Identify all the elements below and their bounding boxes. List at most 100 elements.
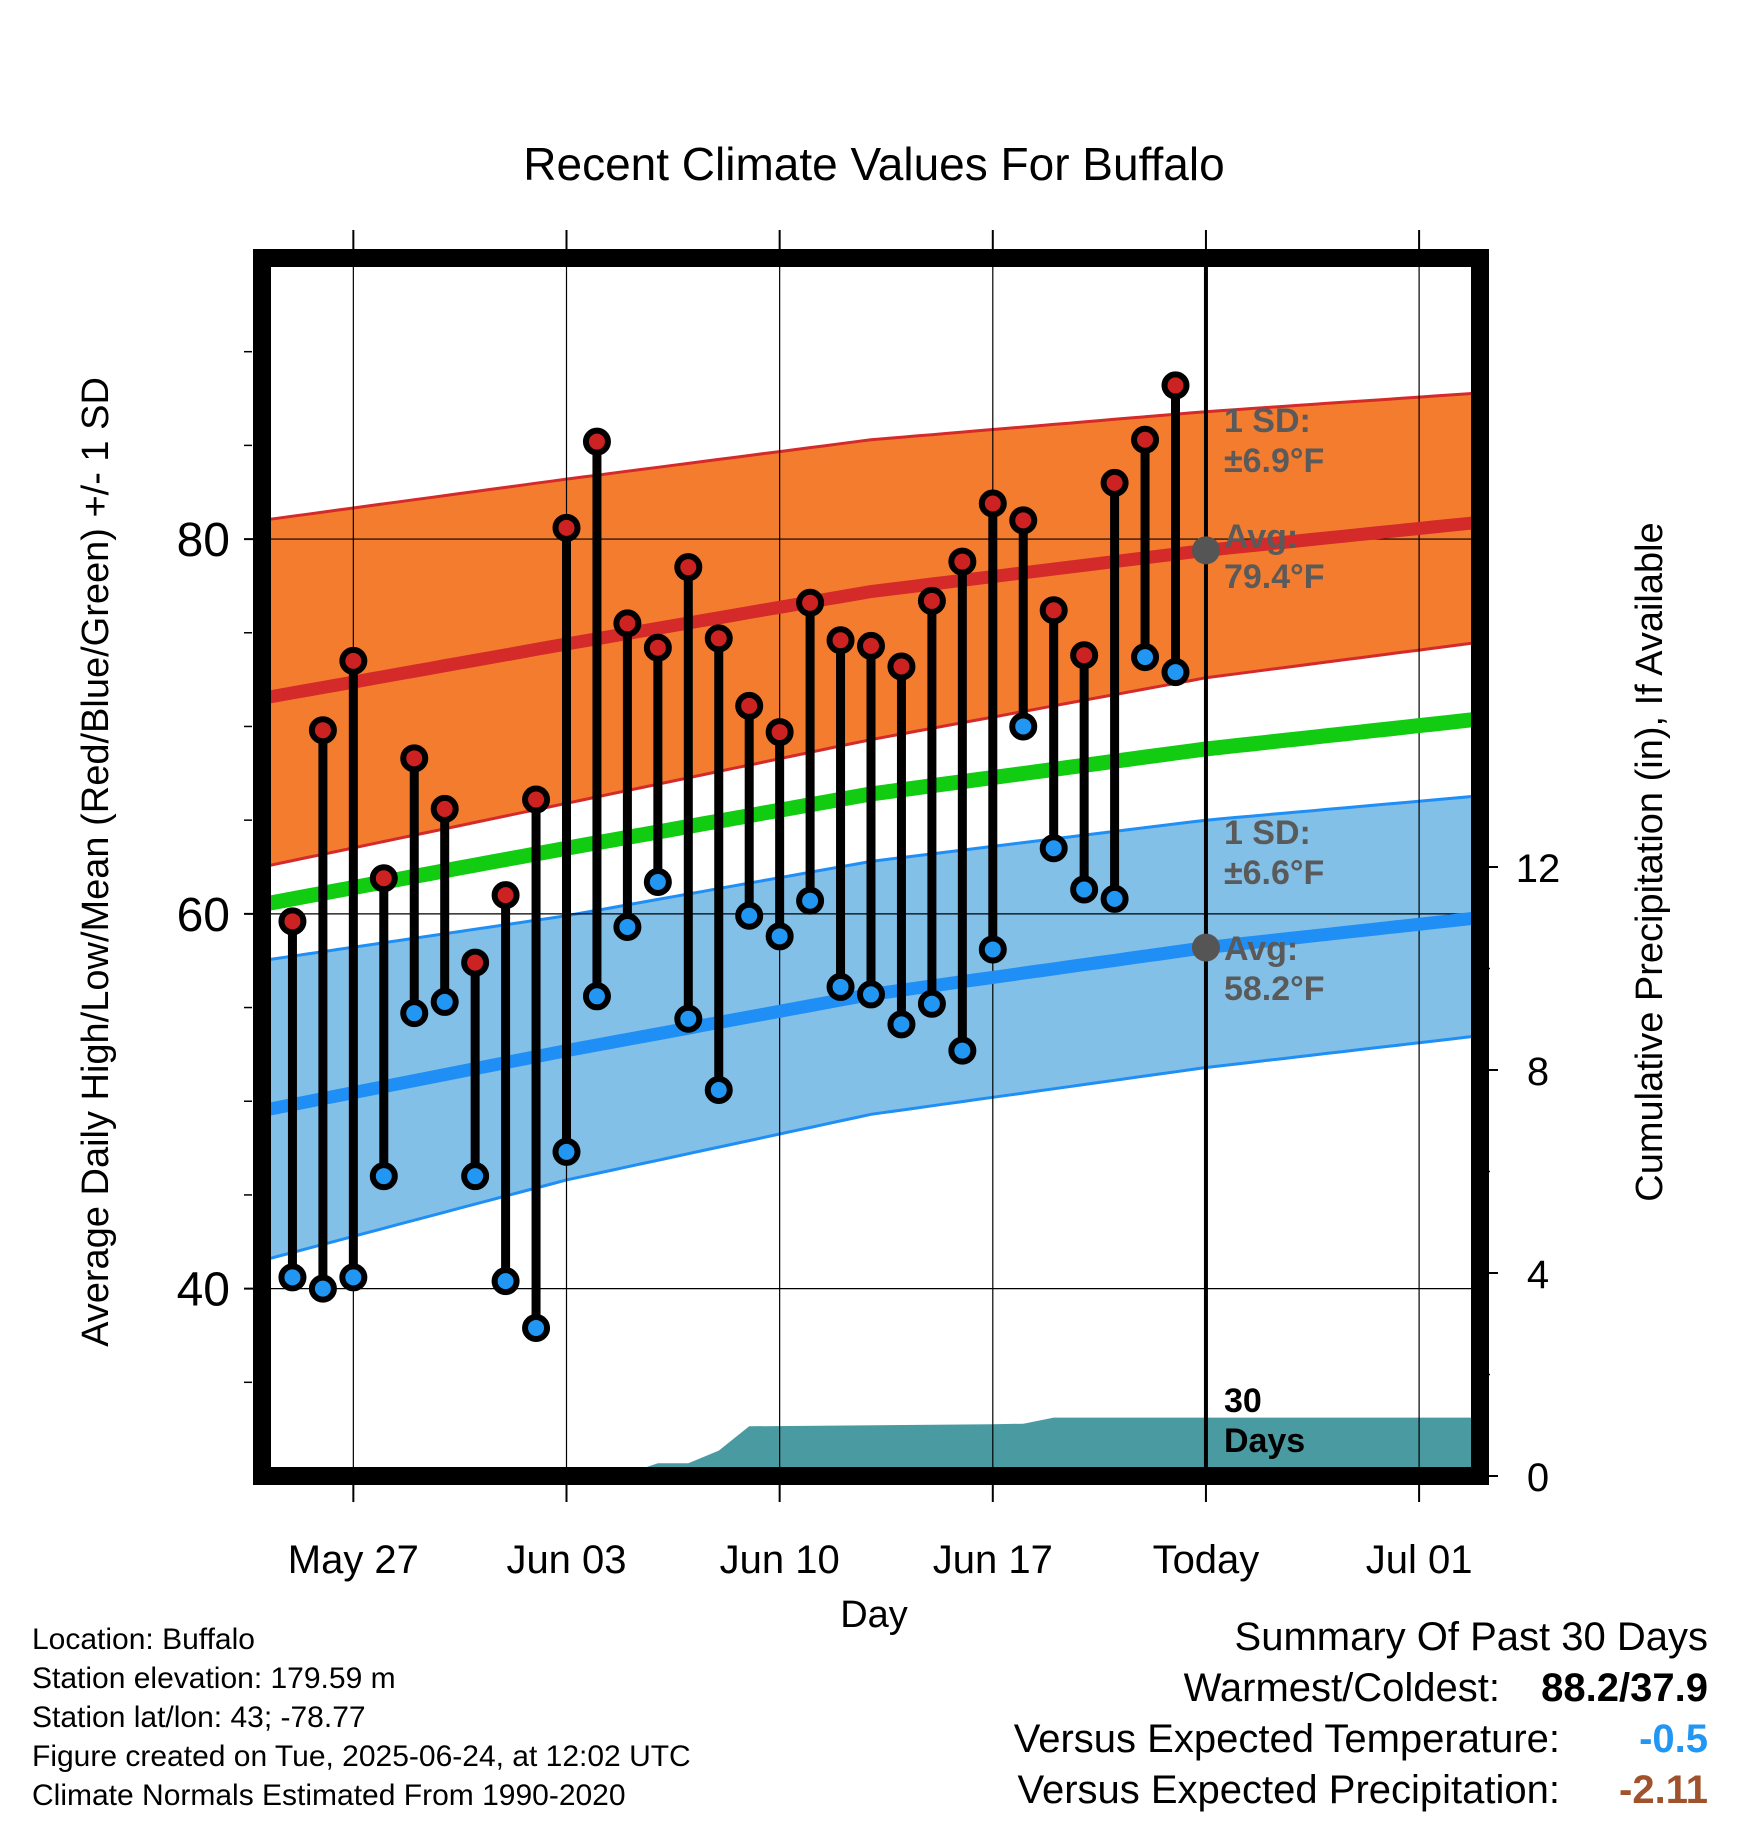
summary-panel: Summary Of Past 30 Days Warmest/Coldest:… xyxy=(1014,1612,1708,1816)
temp-label: Versus Expected Temperature: xyxy=(1013,1717,1560,1761)
precip-days-annotation-line-2: Days xyxy=(1224,1422,1305,1460)
daily-high-point xyxy=(491,881,520,910)
precip-value: -2.11 xyxy=(1619,1768,1708,1812)
high-sd-annotation-line-1: 1 SD: xyxy=(1224,402,1311,440)
daily-low-point xyxy=(1009,712,1038,741)
daily-high-point xyxy=(400,744,429,773)
meta-location: Location: Buffalo xyxy=(32,1623,255,1656)
daily-low-point xyxy=(400,999,429,1028)
daily-low-point xyxy=(369,1162,398,1191)
daily-high-point xyxy=(887,652,916,681)
x-tick-label: May 27 xyxy=(288,1538,419,1582)
precip-label: Versus Expected Precipitation: xyxy=(1017,1768,1560,1812)
x-tick-label: Jun 10 xyxy=(720,1538,840,1582)
daily-low-point xyxy=(978,935,1007,964)
daily-high-point xyxy=(796,588,825,617)
meta-latlon: Station lat/lon: 43; -78.77 xyxy=(32,1701,366,1734)
meta-elevation: Station elevation: 179.59 m xyxy=(32,1662,396,1695)
low-sd-lower-edge xyxy=(262,1034,1480,1262)
daily-low-point xyxy=(796,886,825,915)
summary-warm-cold-row: Warmest/Coldest: 88.2/37.9 xyxy=(1014,1663,1708,1714)
daily-low-point xyxy=(1131,643,1160,672)
plot-inner xyxy=(262,258,1480,1476)
x-tick-label: Today xyxy=(1153,1538,1260,1582)
y-axis-label: Average Daily High/Low/Mean (Red/Blue/Gr… xyxy=(75,377,117,1347)
daily-low-point xyxy=(735,901,764,930)
daily-high-point xyxy=(643,633,672,662)
daily-high-point xyxy=(826,626,855,655)
summary-title: Summary Of Past 30 Days xyxy=(1234,1615,1708,1659)
daily-high-point xyxy=(1161,371,1190,400)
y2-axis-label: Cumulative Precipitation (in), If Availa… xyxy=(1629,522,1671,1201)
temp-value: -0.5 xyxy=(1639,1717,1708,1761)
daily-high-point xyxy=(765,718,794,747)
daily-low-point xyxy=(1100,884,1129,913)
chart-title: Recent Climate Values For Buffalo xyxy=(523,138,1224,190)
low-avg-annotation-line-2: 58.2°F xyxy=(1224,970,1325,1008)
y2-tick-label: 4 xyxy=(1527,1253,1549,1297)
y-tick-label: 80 xyxy=(177,514,230,567)
daily-high-point xyxy=(1131,425,1160,454)
x-tick-label: Jun 03 xyxy=(506,1538,626,1582)
high-sd-annotation-line-2: ±6.9°F xyxy=(1224,442,1324,480)
daily-low-point xyxy=(461,1162,490,1191)
high-avg-annotation-line-2: 79.4°F xyxy=(1224,558,1325,596)
daily-high-point xyxy=(917,586,946,615)
meta-normals: Climate Normals Estimated From 1990-2020 xyxy=(32,1779,626,1812)
station-metadata: Location: Buffalo Station elevation: 179… xyxy=(32,1620,691,1815)
x-axis-label: Day xyxy=(840,1594,908,1636)
daily-high-point xyxy=(430,794,459,823)
summary-precip-row: Versus Expected Precipitation: -2.11 xyxy=(1014,1765,1708,1816)
low-sd-annotation-line-1: 1 SD: xyxy=(1224,814,1311,852)
meta-created: Figure created on Tue, 2025-06-24, at 12… xyxy=(32,1740,691,1773)
daily-high-point xyxy=(704,624,733,653)
daily-high-point xyxy=(1009,506,1038,535)
avg-high-line xyxy=(262,515,1480,705)
daily-high-point xyxy=(1100,468,1129,497)
y2-tick-label: 8 xyxy=(1527,1050,1549,1094)
daily-low-point xyxy=(491,1267,520,1296)
daily-low-point xyxy=(552,1137,581,1166)
low-sd-annotation-line-2: ±6.6°F xyxy=(1224,854,1324,892)
daily-low-point xyxy=(826,972,855,1001)
daily-high-point xyxy=(369,864,398,893)
y-tick-label: 40 xyxy=(177,1264,230,1317)
daily-high-point xyxy=(613,609,642,638)
x-tick-label: Jun 17 xyxy=(933,1538,1053,1582)
warm-cold-label: Warmest/Coldest: xyxy=(1183,1666,1500,1710)
daily-high-point xyxy=(735,691,764,720)
daily-low-point xyxy=(887,1010,916,1039)
daily-high-point xyxy=(582,427,611,456)
daily-high-point xyxy=(948,547,977,576)
daily-high-point xyxy=(461,948,490,977)
daily-low-point xyxy=(308,1274,337,1303)
daily-low-point xyxy=(582,982,611,1011)
daily-low-point xyxy=(613,912,642,941)
daily-low-point xyxy=(704,1075,733,1104)
daily-low-point xyxy=(1070,875,1099,904)
daily-high-point xyxy=(978,489,1007,518)
daily-low-point xyxy=(522,1313,551,1342)
daily-high-point xyxy=(552,513,581,542)
daily-low-point xyxy=(278,1263,307,1292)
daily-high-point xyxy=(308,716,337,745)
precip-days-annotation-line-1: 30 xyxy=(1224,1382,1262,1420)
precip-area xyxy=(262,1417,1480,1476)
daily-high-point xyxy=(674,553,703,582)
today-avg-low-marker xyxy=(1191,933,1220,962)
daily-low-point xyxy=(430,987,459,1016)
daily-low-point xyxy=(1161,658,1190,687)
daily-low-point xyxy=(917,989,946,1018)
daily-high-point xyxy=(857,631,885,660)
daily-high-point xyxy=(1070,641,1099,670)
y2-tick-label: 0 xyxy=(1527,1456,1549,1500)
high-avg-annotation-line-1: Avg: xyxy=(1224,518,1298,556)
y-tick-label: 60 xyxy=(177,889,230,942)
high-sd-upper-edge xyxy=(262,391,1480,522)
summary-temp-row: Versus Expected Temperature: -0.5 xyxy=(1014,1714,1708,1765)
daily-low-point xyxy=(674,1004,703,1033)
warm-cold-value: 88.2/37.9 xyxy=(1541,1666,1708,1710)
daily-low-point xyxy=(857,980,885,1009)
